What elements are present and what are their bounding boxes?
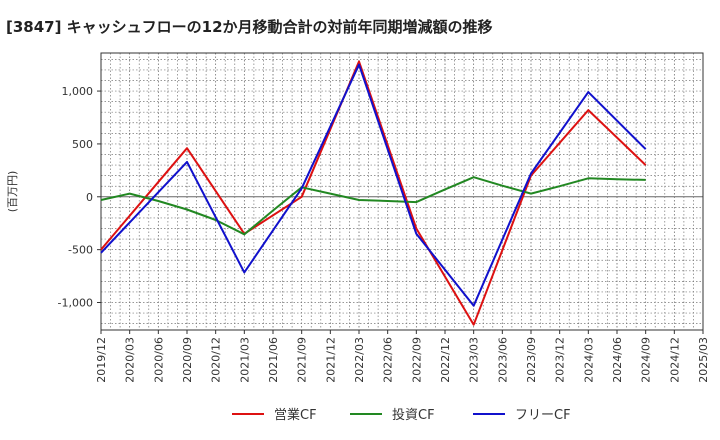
axis-layer: -1,000 -500 0 500 1,000 (百万円) 2019/12 2020/03 20…: [6, 52, 710, 383]
legend: 営業CF 投資CF フリーCF: [232, 407, 571, 423]
x-tick-label: 2021/09: [296, 337, 309, 383]
x-tick-label: 2019/12: [95, 337, 108, 383]
series-line-2: [100, 176, 646, 236]
x-tick-label: 2023/12: [554, 337, 567, 383]
y-tick-label: 0: [86, 191, 93, 204]
x-tick-label: 2022/12: [439, 337, 452, 383]
x-tick-label: 2023/09: [525, 337, 538, 383]
series-line-1: [100, 60, 647, 326]
y-tick-label: -500: [68, 244, 93, 257]
x-tick-label: 2022/03: [353, 337, 366, 383]
x-tick-label: 2021/03: [238, 337, 251, 383]
y-tick-label: 500: [72, 138, 93, 151]
series-layer: [100, 60, 647, 326]
x-tick-label: 2020/06: [152, 337, 165, 383]
x-tick-label: 2020/09: [181, 337, 194, 383]
x-tick-label: 2023/06: [496, 337, 509, 383]
y-tick-label: 1,000: [62, 85, 94, 98]
x-tick-label: 2023/03: [468, 337, 481, 383]
x-tick-label: 2024/03: [582, 337, 595, 383]
x-tick-label: 2021/12: [324, 337, 337, 383]
x-tick-label: 2022/06: [382, 337, 395, 383]
legend-label-3: フリーCF: [515, 408, 571, 423]
x-tick-label: 2024/09: [640, 337, 653, 383]
legend-label-2: 投資CF: [392, 407, 435, 423]
x-tick-label: 2025/03: [697, 337, 710, 383]
series-line-3: [100, 63, 647, 307]
x-tick-label: 2020/12: [210, 337, 223, 383]
x-tick-label: 2021/06: [267, 337, 280, 383]
y-axis-label: (百万円): [6, 171, 19, 213]
legend-label-1: 営業CF: [274, 407, 317, 423]
plot-border: [100, 52, 704, 331]
grid-layer: [101, 53, 703, 330]
x-tick-label: 2024/06: [611, 337, 624, 383]
x-tick-label: 2020/03: [124, 337, 137, 383]
x-tick-label: 2022/09: [410, 337, 423, 383]
chart-title: [3847] キャッシュフローの12か月移動合計の対前年同期増減額の推移: [6, 18, 493, 36]
x-tick-label: 2024/12: [668, 337, 681, 383]
y-tick-label: -1,000: [58, 297, 93, 310]
